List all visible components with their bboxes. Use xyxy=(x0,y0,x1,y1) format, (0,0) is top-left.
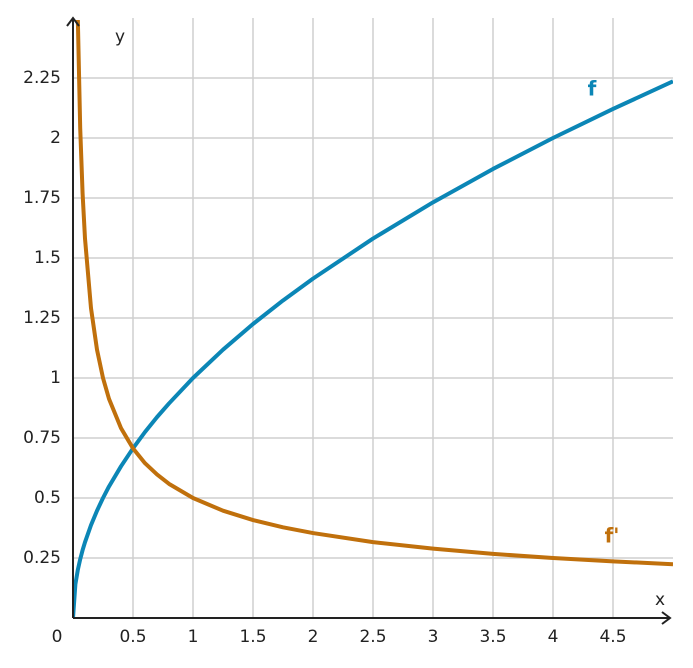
x-tick-label: 4.5 xyxy=(599,627,626,647)
x-tick-label: 2.5 xyxy=(359,627,386,647)
y-tick-label: 1.25 xyxy=(23,308,61,328)
x-tick-label: 0 xyxy=(52,627,63,647)
x-tick-label: 1.5 xyxy=(239,627,266,647)
y-tick-label: 0.75 xyxy=(23,428,61,448)
grid xyxy=(73,18,673,618)
x-tick-label: 0.5 xyxy=(119,627,146,647)
plot-area xyxy=(73,20,673,619)
y-tick-label: 0.25 xyxy=(23,548,61,568)
y-axis-label: y xyxy=(115,27,125,47)
y-tick-label: 1.5 xyxy=(34,248,61,268)
y-axis xyxy=(66,16,80,618)
line xyxy=(75,20,673,567)
line xyxy=(73,79,673,619)
y-tick-label: 2 xyxy=(50,128,61,148)
x-axis-label: x xyxy=(655,590,665,610)
x-axis xyxy=(73,611,672,625)
series-label: f' xyxy=(605,524,620,548)
x-tick-label: 4 xyxy=(548,627,559,647)
series-label: f xyxy=(588,77,597,101)
y-tick-label: 2.25 xyxy=(23,68,61,88)
x-tick-label: 3.5 xyxy=(479,627,506,647)
x-tick-label: 1 xyxy=(188,627,199,647)
x-tick-label: 3 xyxy=(428,627,439,647)
y-tick-label: 0.5 xyxy=(34,488,61,508)
x-tick-label: 2 xyxy=(308,627,319,647)
y-tick-label: 1.75 xyxy=(23,188,61,208)
y-tick-label: 1 xyxy=(50,368,61,388)
